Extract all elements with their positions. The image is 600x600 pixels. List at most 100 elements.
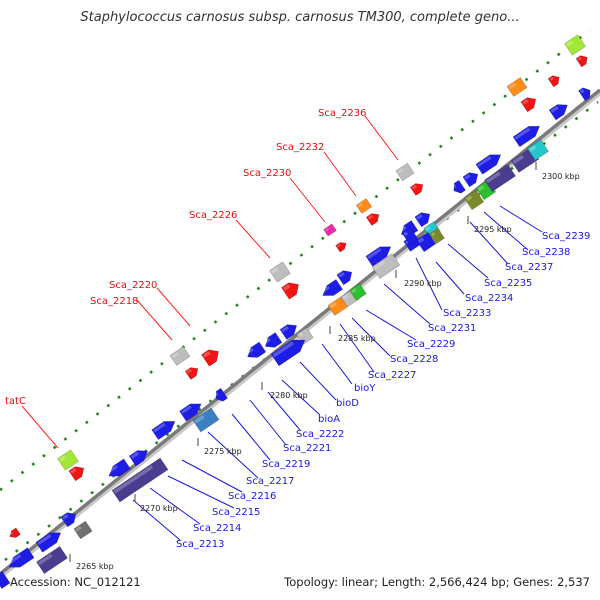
- gene-sca-2226[interactable]: [269, 261, 291, 283]
- leader-line: [435, 261, 465, 295]
- gene-sca-2236[interactable]: [395, 162, 415, 182]
- label-sca-2220[interactable]: Sca_2220: [109, 280, 157, 291]
- gene-outer[interactable]: [415, 231, 437, 253]
- gene-inner[interactable]: [151, 416, 179, 441]
- gene-tatc[interactable]: [57, 449, 79, 471]
- label-sca-2230[interactable]: Sca_2230: [243, 168, 291, 179]
- leader-line: [267, 391, 301, 431]
- label-sca-2215[interactable]: Sca_2215: [212, 507, 260, 518]
- label-biod[interactable]: bioD: [336, 398, 359, 409]
- accession-text: Accession: NC_012121: [10, 575, 141, 589]
- gene-upper[interactable]: [335, 240, 349, 253]
- label-bioy[interactable]: bioY: [354, 383, 376, 394]
- gene-inner[interactable]: [73, 520, 93, 540]
- label-sca-2216[interactable]: Sca_2216: [228, 491, 276, 502]
- label-sca-2231[interactable]: Sca_2231: [428, 323, 476, 334]
- gene-inner[interactable]: [512, 121, 543, 148]
- gene-upper[interactable]: [281, 279, 302, 300]
- gene-outer[interactable]: [192, 407, 220, 433]
- label-sca-2234[interactable]: Sca_2234: [465, 293, 513, 304]
- gene-upper[interactable]: [520, 94, 539, 113]
- gene-outer[interactable]: [527, 139, 549, 161]
- gene-outer[interactable]: [484, 163, 516, 193]
- gene-inner[interactable]: [213, 387, 228, 404]
- leader-line: [469, 221, 509, 265]
- gene-inner[interactable]: [414, 209, 433, 228]
- gene-upper[interactable]: [184, 365, 201, 380]
- gene-inner[interactable]: [429, 227, 445, 245]
- gene-inner[interactable]: [462, 169, 481, 188]
- gene-inner[interactable]: [179, 399, 205, 422]
- leader-line: [149, 487, 201, 525]
- label-sca-2235[interactable]: Sca_2235: [484, 278, 532, 289]
- gene-inner[interactable]: [319, 279, 344, 300]
- gene-inner[interactable]: [475, 150, 504, 175]
- gene-outer[interactable]: [463, 189, 485, 211]
- leader-line: [167, 475, 235, 509]
- label-sca-2227[interactable]: Sca_2227: [368, 370, 416, 381]
- gene-sca-2230[interactable]: [323, 223, 337, 237]
- gene-outer[interactable]: [0, 570, 11, 590]
- gene-upper[interactable]: [365, 211, 382, 226]
- leader-line: [231, 413, 271, 461]
- leader-line: [136, 299, 173, 341]
- gene-inner[interactable]: [578, 85, 594, 102]
- gene-inner[interactable]: [128, 446, 151, 467]
- label-sca-2238[interactable]: Sca_2238: [522, 247, 570, 258]
- scale-tick-label: 2290 kbp: [404, 279, 442, 288]
- gene-inner[interactable]: [365, 242, 394, 267]
- label-sca-2239[interactable]: Sca_2239: [542, 231, 590, 242]
- scale-tick-label: 2270 kbp: [140, 504, 178, 513]
- gene-inner[interactable]: [262, 332, 283, 352]
- label-sca-2226[interactable]: Sca_2226: [189, 210, 237, 221]
- label-sca-2217[interactable]: Sca_2217: [246, 476, 294, 487]
- gene-outer[interactable]: [36, 545, 68, 575]
- label-sca-2237[interactable]: Sca_2237: [505, 262, 553, 273]
- label-sca-2222[interactable]: Sca_2222: [296, 429, 344, 440]
- scale-tick-label: 2295 kbp: [474, 225, 512, 234]
- gene-upper[interactable]: [564, 34, 586, 56]
- gene-inner[interactable]: [548, 100, 571, 121]
- label-sca-2232[interactable]: Sca_2232: [276, 142, 324, 153]
- gene-inner[interactable]: [279, 321, 300, 340]
- leader-line: [207, 431, 259, 479]
- gene-upper[interactable]: [575, 53, 590, 68]
- label-sca-2221[interactable]: Sca_2221: [283, 443, 331, 454]
- gene-inner[interactable]: [451, 179, 466, 196]
- label-sca-2218[interactable]: Sca_2218: [90, 296, 138, 307]
- gene-upper[interactable]: [547, 73, 562, 88]
- label-sca-2236[interactable]: Sca_2236: [318, 108, 366, 119]
- gene-inner[interactable]: [349, 283, 367, 301]
- leader-line: [289, 177, 326, 223]
- label-sca-2213[interactable]: Sca_2213: [176, 539, 224, 550]
- label-sca-2229[interactable]: Sca_2229: [407, 339, 455, 350]
- gene-outer[interactable]: [270, 334, 309, 367]
- label-tatc[interactable]: tatC: [5, 396, 26, 407]
- gene-upper[interactable]: [68, 463, 87, 482]
- gene-upper[interactable]: [8, 527, 21, 540]
- gene-inner[interactable]: [35, 528, 64, 553]
- gene-inner[interactable]: [60, 509, 79, 528]
- gene-inner[interactable]: [106, 458, 131, 481]
- scale-tick-label: 2285 kbp: [338, 334, 376, 343]
- gene-upper[interactable]: [506, 77, 528, 97]
- scale-tick-label: 2275 kbp: [204, 447, 242, 456]
- gene-outer[interactable]: [371, 253, 401, 279]
- gene-sca-2218[interactable]: [169, 346, 191, 366]
- gene-sca-2220[interactable]: [201, 346, 222, 367]
- gene-sca-2232[interactable]: [355, 198, 373, 214]
- leader-line: [415, 257, 443, 311]
- gene-inner[interactable]: [244, 341, 267, 362]
- gene-inner[interactable]: [6, 547, 35, 572]
- gene-inner[interactable]: [336, 267, 355, 286]
- label-sca-2214[interactable]: Sca_2214: [193, 523, 241, 534]
- upper-dotted-track: [0, 28, 591, 492]
- gene-upper[interactable]: [409, 181, 426, 196]
- label-sca-2228[interactable]: Sca_2228: [390, 354, 438, 365]
- label-bioa[interactable]: bioA: [318, 414, 340, 425]
- label-sca-2219[interactable]: Sca_2219: [262, 459, 310, 470]
- leader-line: [299, 361, 337, 401]
- gene-outer[interactable]: [111, 457, 169, 503]
- label-sca-2233[interactable]: Sca_2233: [443, 308, 491, 319]
